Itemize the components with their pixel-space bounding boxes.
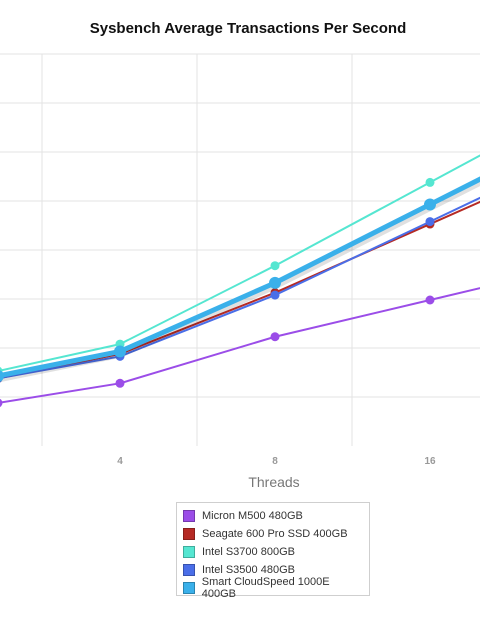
x-tick-label: 4 <box>117 456 123 467</box>
legend-item[interactable]: Intel S3500 480GB <box>183 561 363 579</box>
legend-swatch <box>183 510 195 522</box>
x-tick-label: 8 <box>272 456 278 467</box>
legend-label: Seagate 600 Pro SSD 400GB <box>202 528 348 540</box>
data-point[interactable] <box>425 295 435 305</box>
data-point[interactable] <box>0 398 3 407</box>
series-intel-s3700-800gb <box>0 154 480 376</box>
legend-label: Smart CloudSpeed 1000E 400GB <box>201 576 330 600</box>
legend-swatch <box>183 582 195 594</box>
legend-item[interactable]: Micron M500 480GB <box>183 507 363 525</box>
legend-swatch <box>183 546 195 558</box>
chart-title: Sysbench Average Transactions Per Second <box>89 20 407 37</box>
data-point[interactable] <box>425 217 435 227</box>
x-tick-labels: 4 8 16 <box>117 456 436 467</box>
data-point[interactable] <box>270 290 280 300</box>
series-line <box>0 176 480 379</box>
data-point[interactable] <box>269 276 281 289</box>
data-point[interactable] <box>424 198 436 211</box>
legend-swatch <box>183 564 195 576</box>
legend-swatch <box>183 528 195 540</box>
data-point[interactable] <box>115 378 125 388</box>
legend-label: Micron M500 480GB <box>202 510 303 522</box>
legend-item[interactable]: Intel S3700 800GB <box>183 543 363 561</box>
x-axis-label: Threads <box>248 474 299 490</box>
data-point[interactable] <box>270 261 280 271</box>
legend: Micron M500 480GB Seagate 600 Pro SSD 400… <box>176 502 370 600</box>
series-smart-cloudspeed-1000e-400gb <box>0 176 480 383</box>
legend-label: Intel S3700 800GB <box>202 546 295 558</box>
legend-item[interactable]: Seagate 600 Pro SSD 400GB <box>183 525 363 543</box>
data-point[interactable] <box>270 332 280 342</box>
legend-label: Intel S3500 480GB <box>202 564 295 576</box>
gridlines <box>0 53 480 446</box>
series-line <box>0 154 480 372</box>
series-micron-m500-480gb <box>0 287 480 407</box>
x-tick-label: 16 <box>424 456 436 467</box>
legend-item[interactable]: Smart CloudSpeed 1000E 400GB <box>183 576 363 600</box>
data-point[interactable] <box>425 177 435 187</box>
series-layer <box>0 154 480 407</box>
data-point[interactable] <box>114 345 126 358</box>
data-point[interactable] <box>0 370 4 382</box>
